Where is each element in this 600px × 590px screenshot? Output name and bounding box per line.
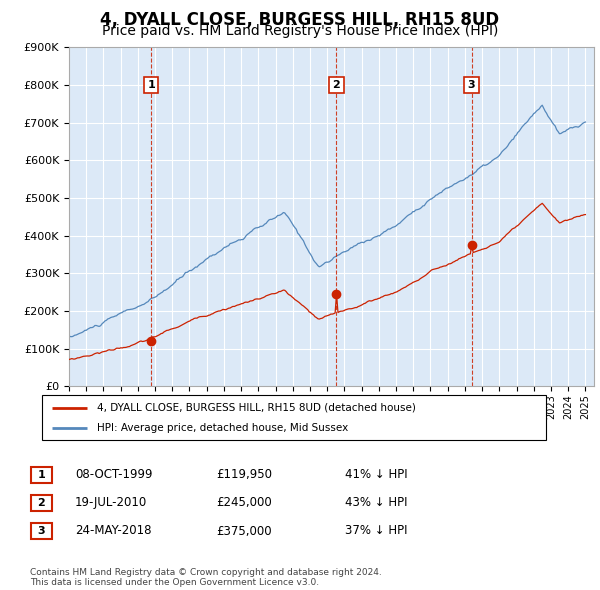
Text: 2: 2 — [38, 498, 45, 507]
Text: 3: 3 — [468, 80, 475, 90]
Text: £119,950: £119,950 — [216, 468, 272, 481]
Text: 24-MAY-2018: 24-MAY-2018 — [75, 525, 151, 537]
Text: 19-JUL-2010: 19-JUL-2010 — [75, 496, 147, 509]
Text: 2: 2 — [332, 80, 340, 90]
Text: 4, DYALL CLOSE, BURGESS HILL, RH15 8UD (detached house): 4, DYALL CLOSE, BURGESS HILL, RH15 8UD (… — [97, 403, 416, 412]
Text: 4, DYALL CLOSE, BURGESS HILL, RH15 8UD: 4, DYALL CLOSE, BURGESS HILL, RH15 8UD — [100, 11, 500, 29]
Text: 37% ↓ HPI: 37% ↓ HPI — [345, 525, 407, 537]
Text: 1: 1 — [38, 470, 45, 480]
Text: 08-OCT-1999: 08-OCT-1999 — [75, 468, 152, 481]
Text: £245,000: £245,000 — [216, 496, 272, 509]
Text: 43% ↓ HPI: 43% ↓ HPI — [345, 496, 407, 509]
Text: Price paid vs. HM Land Registry's House Price Index (HPI): Price paid vs. HM Land Registry's House … — [102, 24, 498, 38]
Text: 3: 3 — [38, 526, 45, 536]
Text: 1: 1 — [147, 80, 155, 90]
Text: HPI: Average price, detached house, Mid Sussex: HPI: Average price, detached house, Mid … — [97, 423, 349, 433]
Text: £375,000: £375,000 — [216, 525, 272, 537]
Text: Contains HM Land Registry data © Crown copyright and database right 2024.
This d: Contains HM Land Registry data © Crown c… — [30, 568, 382, 587]
Text: 41% ↓ HPI: 41% ↓ HPI — [345, 468, 407, 481]
